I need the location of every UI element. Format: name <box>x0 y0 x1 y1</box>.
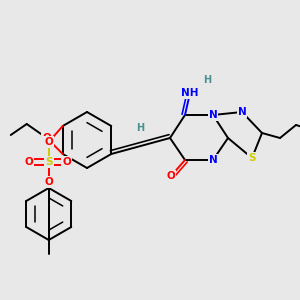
Text: N: N <box>238 107 246 117</box>
Text: NH: NH <box>181 88 199 98</box>
Text: H: H <box>203 75 211 85</box>
Text: N: N <box>208 155 217 165</box>
Text: O: O <box>62 157 71 167</box>
Text: O: O <box>24 157 33 167</box>
Text: S: S <box>45 157 52 167</box>
Text: O: O <box>44 137 53 147</box>
Text: H: H <box>136 123 145 133</box>
Text: O: O <box>44 177 53 187</box>
Text: S: S <box>248 153 256 163</box>
Text: N: N <box>208 110 217 120</box>
Text: O: O <box>167 171 176 181</box>
Text: O: O <box>42 133 51 143</box>
